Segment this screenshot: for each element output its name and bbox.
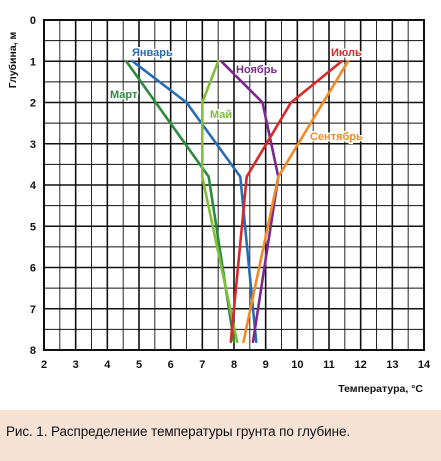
series-line-Май xyxy=(201,59,239,344)
chart-figure: Январь Январь Март Март Май Май Ноябрь Ноябрь Ию… xyxy=(7,15,431,395)
x-tick-label: 10 xyxy=(291,359,303,371)
x-tick-label: 2 xyxy=(41,359,47,371)
caption-band xyxy=(0,410,441,461)
series-label-Март: Март xyxy=(110,89,138,101)
y-tick-label: 7 xyxy=(30,304,36,316)
series-lines xyxy=(125,59,350,344)
grid xyxy=(43,19,425,351)
x-tick-label: 6 xyxy=(168,359,174,371)
series-label-halo: Май xyxy=(210,109,232,121)
y-tick-label: 6 xyxy=(30,263,36,275)
series-label-Май: Май xyxy=(210,109,232,121)
x-tick-label: 9 xyxy=(263,359,269,371)
y-tick-label: 3 xyxy=(30,139,36,151)
x-tick-label: 13 xyxy=(386,359,398,371)
series-label-Ноябрь: Ноябрь xyxy=(236,64,277,76)
y-tick-label: 5 xyxy=(30,221,36,233)
series-label-Сентябрь: Сентябрь xyxy=(310,131,363,143)
y-tick-label: 8 xyxy=(30,345,36,357)
series-label-halo: Ноябрь xyxy=(236,64,277,76)
y-axis-label: Глубина, м xyxy=(7,32,19,89)
series-label-Июль: Июль xyxy=(331,47,362,59)
series-label-Январь: Январь xyxy=(132,47,173,59)
series-label-halo: Январь xyxy=(132,47,173,59)
series-label-halo: Сентябрь xyxy=(310,131,363,143)
series-label-halo: Июль xyxy=(331,47,362,59)
plot-frame xyxy=(43,19,425,351)
series-line-Ноябрь xyxy=(220,59,280,344)
x-tick-label: 3 xyxy=(73,359,79,371)
figure-caption: Рис. 1. Распределение температуры грунта… xyxy=(6,424,351,439)
temperature-depth-chart: ЯнварьЯнварьМартМартМайМайНоябрьНоябрьИю… xyxy=(7,15,431,395)
x-tick-label: 4 xyxy=(104,359,111,371)
x-tick-label: 7 xyxy=(199,359,205,371)
y-tick-label: 1 xyxy=(30,56,36,68)
y-tick-label: 0 xyxy=(30,15,36,27)
x-tick-label: 8 xyxy=(231,359,237,371)
series-line-Июль xyxy=(229,59,344,344)
series-line-Январь xyxy=(131,59,258,344)
x-tick-label: 11 xyxy=(323,359,335,371)
y-tick-label: 4 xyxy=(30,180,37,192)
x-axis-label: Температура, °С xyxy=(338,383,423,395)
series-labels: ЯнварьЯнварьМартМартМайМайНоябрьНоябрьИю… xyxy=(109,46,365,145)
x-tick-label: 12 xyxy=(355,359,367,371)
series-label-halo: Март xyxy=(110,89,138,101)
x-tick-label: 14 xyxy=(418,359,431,371)
series-line-Сентябрь xyxy=(242,59,350,344)
x-tick-label: 5 xyxy=(136,359,142,371)
y-tick-label: 2 xyxy=(30,98,36,110)
